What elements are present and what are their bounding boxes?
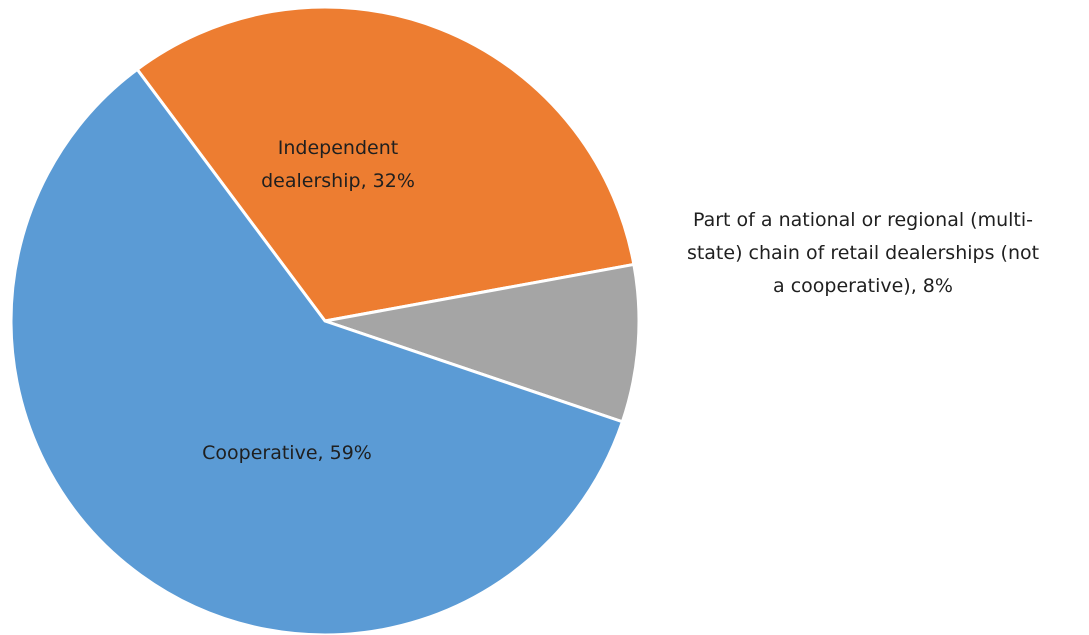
pie-slice-cooperative <box>9 67 624 635</box>
pie-slice-part-of-a-national-or-regional-multi-sta <box>323 262 641 424</box>
data-label-independent-dealership: Independent dealership, 32% <box>261 137 415 192</box>
pie-slice-independent-dealership <box>135 5 636 323</box>
pie-slices <box>9 5 641 635</box>
pie-data-labels: Independent dealership, 32% Part of a nati… <box>202 137 1039 464</box>
data-label-line: dealership, 32% <box>261 170 415 192</box>
data-label-cooperative: Cooperative, 59% <box>202 442 372 464</box>
data-label-line: a cooperative), 8% <box>773 275 953 297</box>
data-label-line: Independent <box>278 137 398 159</box>
data-label-part-of-a-national-or-regional-multi-sta: Part of a national or regional (multi-st… <box>687 209 1039 297</box>
data-label-line: Part of a national or regional (multi- <box>693 209 1033 231</box>
data-label-line: Cooperative, 59% <box>202 442 372 464</box>
data-label-line: state) chain of retail dealerships (not <box>687 242 1039 264</box>
